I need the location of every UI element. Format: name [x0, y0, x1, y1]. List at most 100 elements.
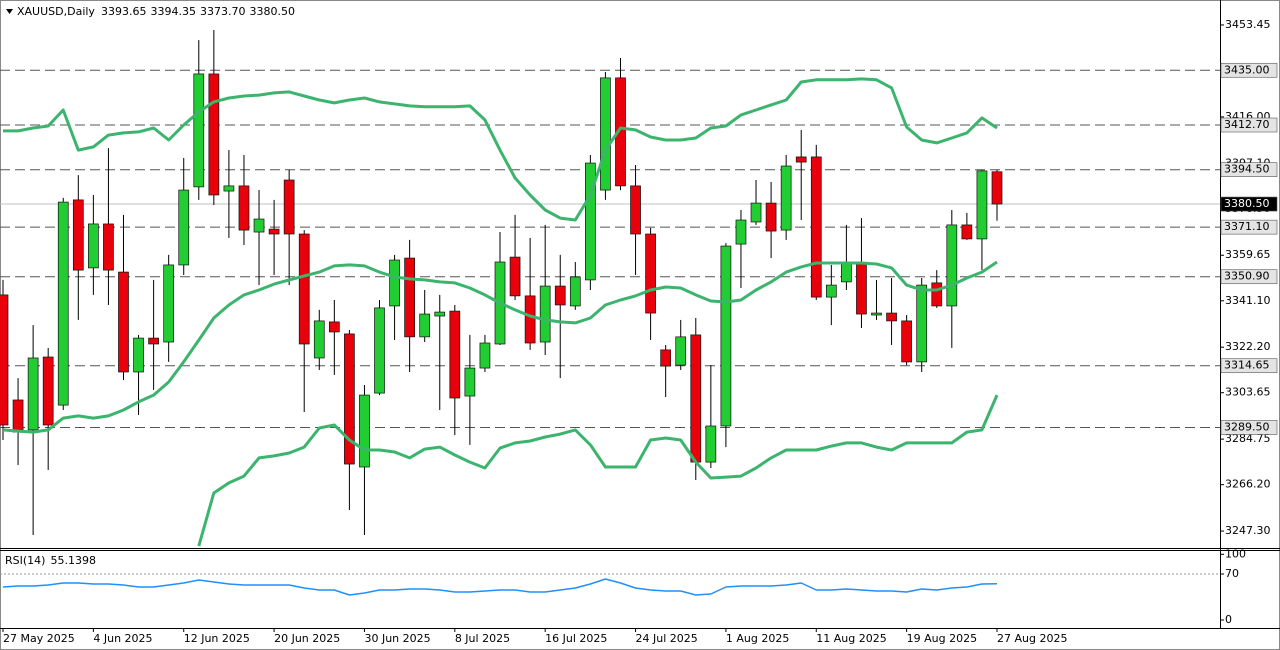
candle-body [524, 295, 536, 344]
level-label: 3350.90 [1224, 270, 1270, 283]
candle-body [886, 312, 897, 322]
rsi-line [2, 578, 998, 596]
x-tick-label: 27 May 2025 [3, 632, 75, 645]
candle-body [389, 259, 400, 307]
candle-body [283, 179, 295, 235]
chart-header: XAUUSD,Daily 3393.65 3394.35 3373.70 3380.50 [17, 5, 295, 18]
candle-body [615, 77, 626, 187]
level-box [1220, 117, 1278, 133]
x-tick-label: 30 Jun 2025 [364, 632, 430, 645]
candle-body [0, 294, 9, 426]
candle-body [539, 285, 551, 343]
candle-body [780, 165, 792, 231]
candle-body [133, 337, 144, 373]
candle-body [118, 271, 129, 373]
candle-body [148, 337, 159, 345]
candle-body [193, 73, 205, 188]
menu-arrow [6, 9, 13, 14]
candle-body [585, 162, 596, 281]
candle-body [464, 367, 476, 397]
level-box [1220, 420, 1278, 435]
candle-body [359, 394, 370, 468]
plot-layer: 3453.453416.003397.103378.503359.653341.… [0, 18, 1278, 645]
y-tick-label: 3341.10 [1225, 294, 1271, 307]
candle-body [645, 233, 656, 314]
y-tick-label: 3322.20 [1225, 340, 1271, 353]
low-value: 3373.70 [200, 5, 246, 18]
candle-body [841, 262, 852, 283]
current-price-label: 3380.50 [1224, 197, 1270, 210]
candle-body [238, 185, 250, 231]
candle-body [825, 284, 837, 298]
candle-body [27, 357, 39, 431]
candle-body [42, 356, 54, 426]
candle-body [660, 349, 672, 367]
candle-body [961, 224, 973, 240]
level-box [1220, 358, 1278, 374]
axis-labels: 3453.453416.003397.103378.503359.653341.… [2, 18, 1278, 645]
candle-body [600, 77, 611, 191]
candle-body [88, 223, 99, 269]
y-tick-label: 3359.65 [1225, 248, 1271, 261]
y-tick-label: 3303.65 [1225, 386, 1271, 399]
x-tick-label: 11 Aug 2025 [816, 632, 886, 645]
x-tick-label: 12 Jun 2025 [184, 632, 250, 645]
candle-body [810, 156, 822, 298]
candle-body [223, 185, 235, 192]
high-value: 3394.35 [150, 5, 196, 18]
candle-body [554, 285, 566, 306]
rsi-panel [0, 573, 1220, 596]
x-tick-label: 16 Jul 2025 [545, 632, 607, 645]
candle-body [569, 276, 581, 307]
rsi-label: RSI(14) [5, 554, 45, 567]
candle-body [901, 320, 912, 363]
main-panel [0, 30, 1220, 547]
candle-body [163, 264, 175, 343]
level-box [1220, 162, 1278, 177]
candle-body [72, 199, 84, 271]
candle-body [12, 399, 24, 433]
candle-body [795, 156, 807, 163]
rsi-tick-label: 0 [1225, 613, 1232, 626]
x-tick-label: 27 Aug 2025 [997, 632, 1067, 645]
candle-body [946, 224, 958, 307]
candle-body [313, 320, 325, 359]
x-tick-label: 20 Jun 2025 [274, 632, 340, 645]
candle-body [374, 307, 385, 394]
candle-body [419, 313, 431, 338]
candle-body [208, 73, 220, 196]
candle-body [253, 218, 265, 233]
current-price-box [1220, 196, 1278, 212]
candle-body [268, 228, 280, 235]
y-tick-label: 3453.45 [1225, 18, 1271, 31]
candle-body [509, 256, 521, 297]
candle-body [765, 202, 777, 232]
level-label: 3371.10 [1224, 220, 1270, 233]
y-tick-label: 3284.75 [1225, 432, 1271, 445]
level-label: 3394.50 [1224, 163, 1270, 176]
band-line [3, 77, 998, 222]
x-tick-label: 19 Aug 2025 [907, 632, 977, 645]
rsi-header: RSI(14) 55.1398 [5, 554, 96, 567]
candle-body [976, 170, 988, 240]
x-tick-label: 1 Aug 2025 [726, 632, 789, 645]
candle-body [178, 189, 190, 266]
candle-body [57, 201, 69, 406]
candle-body [675, 336, 687, 366]
level-box [1220, 269, 1278, 285]
rsi-value: 55.1398 [50, 554, 96, 567]
band-line [2, 260, 998, 434]
candle-body [916, 284, 928, 363]
x-tick-label: 4 Jun 2025 [93, 632, 152, 645]
level-label: 3314.65 [1224, 359, 1270, 372]
rsi-tick-label: 100 [1225, 547, 1246, 560]
rsi-tick-label: 70 [1225, 567, 1239, 580]
candle-body [479, 342, 491, 369]
symbol: XAUUSD,Daily [17, 5, 95, 18]
y-tick-label: 3247.30 [1225, 524, 1271, 537]
candle-body [630, 185, 641, 235]
level-box [1220, 62, 1278, 78]
candle-body [856, 263, 867, 315]
